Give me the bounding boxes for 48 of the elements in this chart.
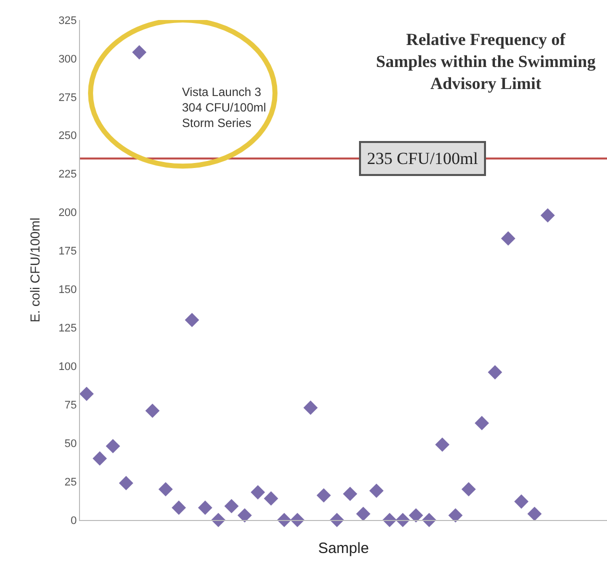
annotation: Vista Launch 3 304 CFU/100ml Storm Series: [182, 85, 266, 130]
point: [369, 484, 384, 498]
point: [250, 485, 266, 500]
point: [132, 45, 146, 60]
point: [474, 416, 489, 430]
y-tick-label: 75: [64, 399, 77, 412]
point: [540, 208, 555, 223]
y-tick-label: 100: [58, 361, 77, 373]
point: [316, 488, 331, 503]
y-tick-label: 275: [58, 92, 77, 104]
point: [527, 506, 542, 521]
point: [462, 482, 476, 496]
point: [118, 476, 134, 490]
point: [224, 499, 239, 514]
point: [158, 482, 173, 496]
point: [514, 494, 529, 509]
y-tick-label: 250: [58, 130, 77, 142]
point: [501, 231, 516, 246]
point: [172, 500, 186, 515]
y-tick-label: 50: [64, 438, 77, 450]
point: [145, 404, 160, 418]
point: [488, 365, 502, 380]
text: Relative Frequency of Samples within the Swimming Advisory Limit: [376, 30, 596, 94]
point: [264, 491, 278, 506]
point: [92, 451, 107, 466]
y-tick-label: 300: [58, 53, 77, 66]
point: [303, 400, 318, 415]
point: [448, 508, 463, 523]
y-tick-label: 150: [58, 284, 77, 296]
point: [106, 439, 120, 454]
point: [435, 437, 450, 452]
point: [198, 500, 212, 515]
y-tick-label: 25: [64, 476, 77, 488]
point: [342, 486, 358, 501]
point: [408, 508, 424, 523]
y-tick-label: 125: [58, 322, 77, 335]
ref-line-label: 235 CFU/100ml: [367, 149, 478, 168]
y-tick-label: 225: [58, 168, 77, 181]
point: [356, 506, 370, 521]
y-tick-label: 175: [58, 246, 77, 258]
y-tick-label: 200: [58, 207, 77, 220]
point: [184, 312, 200, 328]
x-axis-title: Sample: [318, 540, 369, 558]
y-tick-label: 325: [58, 14, 77, 27]
point: [238, 508, 252, 523]
y-axis-title: E. coli CFU/100ml: [27, 218, 42, 322]
y-tick-label: 0: [70, 514, 77, 527]
point: [79, 386, 94, 401]
